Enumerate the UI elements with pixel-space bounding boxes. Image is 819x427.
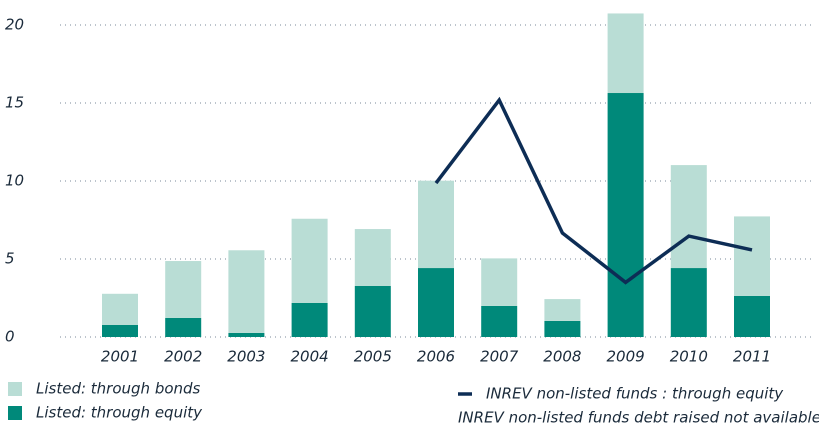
bar: [102, 324, 138, 337]
y-tick-label: 0: [5, 328, 15, 346]
x-tick-label: 2009: [607, 348, 645, 366]
bar: [670, 268, 707, 337]
x-tick-label: 2003: [227, 348, 265, 366]
line: [434, 96, 753, 285]
bar: [544, 320, 581, 337]
x-tick-label: 2002: [164, 348, 202, 366]
bar: [481, 305, 518, 337]
legend-label: Listed: through equity: [36, 404, 203, 422]
bar: [291, 302, 328, 337]
legend-label: Listed: through bonds: [36, 380, 201, 398]
bar: [607, 93, 644, 338]
x-tick-label: 2005: [354, 348, 392, 366]
y-tick-label: 20: [5, 16, 24, 34]
bar: [354, 229, 391, 286]
x-tick-label: 2008: [543, 348, 581, 366]
annotation: INREV non-listed funds debt raised not a…: [458, 409, 819, 427]
x-tick-label: 2006: [417, 348, 455, 366]
x-tick-label: 2001: [101, 348, 139, 366]
bar: [165, 317, 202, 337]
x-tick-label: 2010: [670, 348, 708, 366]
bar: [228, 250, 265, 333]
bar: [291, 218, 328, 303]
legend-marker: [8, 406, 22, 420]
y-tick-label: 5: [5, 250, 15, 268]
y-tick-label: 10: [5, 172, 24, 190]
bar: [481, 258, 518, 306]
bar: [418, 180, 454, 269]
bar: [228, 332, 265, 337]
bar: [165, 261, 202, 318]
bar: [544, 299, 581, 321]
y-tick-label: 15: [5, 94, 24, 112]
bar: [354, 285, 391, 337]
x-tick-label: 2004: [291, 348, 329, 366]
bar: [418, 268, 454, 337]
legend-label: INREV non-listed funds : through equity: [486, 385, 784, 403]
x-tick-label: 2011: [733, 348, 771, 366]
bar: [102, 293, 138, 325]
legend-marker: [8, 382, 22, 396]
x-tick-label: 2007: [480, 348, 519, 366]
bar: [607, 13, 644, 94]
bar: [670, 165, 707, 269]
bar: [734, 295, 770, 337]
bar: [734, 216, 770, 296]
